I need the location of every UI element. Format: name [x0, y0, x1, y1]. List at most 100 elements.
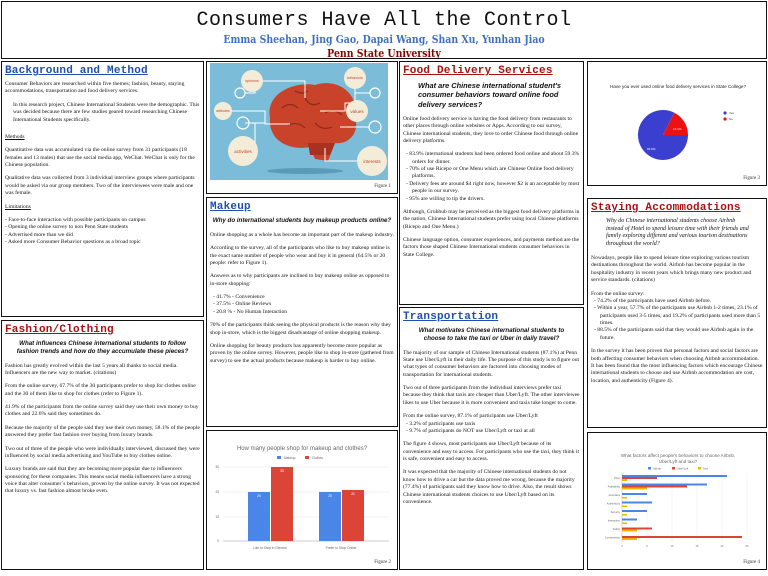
limitations-label: Limitations	[5, 203, 31, 210]
university-name: Penn State University	[327, 47, 441, 59]
makeup-clothes-bar-chart: How many people shop for makeup and clot…	[215, 446, 389, 550]
paragraph: From the online survey, 67.7% of the 30 …	[5, 383, 196, 397]
paragraph: The figure 4 shows, most participants us…	[403, 441, 579, 462]
legend-label: Uber/Lyft	[677, 467, 688, 471]
list-item: Within a year, 57.7% of the participants…	[591, 305, 763, 327]
food-delivery-pie-chart: Have you ever used online food delivery …	[610, 84, 747, 160]
paragraph: Answers as to why participants are incli…	[210, 273, 390, 287]
legend-label: Airbnb	[653, 467, 662, 471]
background-method-section: Background and Method Consumer Behaviors…	[1, 61, 204, 317]
fashion-section: Fashion/Clothing What influences Chinese…	[1, 320, 204, 570]
figure-2-box: How many people shop for makeup and clot…	[206, 430, 398, 570]
bubble-label: interests	[363, 159, 381, 164]
bubble-label: opinions	[245, 79, 259, 83]
list-item: 20.8 % - No Human Interaction	[210, 309, 394, 316]
svg-text:Availability: Availability	[608, 485, 621, 489]
list-item: - Advertised more than we did	[5, 231, 73, 238]
food-stats-list: 83.9% international students had been or…	[403, 151, 580, 203]
accommodations-section: Staying Accommodations Why do Chinese in…	[587, 198, 767, 428]
limitations-list: - Face-to-face interaction with possible…	[5, 217, 200, 247]
methods-qual-text: Qualitative data was collected from 3 in…	[5, 175, 195, 197]
bubble-label: behaviors	[347, 76, 363, 80]
svg-text:10: 10	[215, 515, 219, 519]
svg-text:20: 20	[721, 544, 724, 548]
makeup-section: Makeup Why do international students buy…	[206, 197, 398, 427]
svg-text:20: 20	[215, 490, 219, 494]
list-item: - Face-to-face interaction with possible…	[5, 216, 146, 223]
svg-text:Security: Security	[611, 510, 621, 514]
paragraph: Online food delivery service is having t…	[403, 115, 579, 144]
paragraph: Two out of three of the people who were …	[5, 445, 200, 459]
svg-text:30: 30	[215, 465, 219, 469]
x-tick-label: Prefer to Shop Online	[326, 546, 357, 550]
figure-caption: Figure 1	[374, 184, 391, 189]
paragraph: Online shopping as a whole has become an…	[210, 231, 394, 238]
list-item: 3.2% of participants use taxis	[403, 421, 580, 428]
demographic-text: In this research project, Chinese Intern…	[13, 101, 200, 123]
slice-label: 83.9%	[647, 147, 656, 151]
poster-title: Consumers Have All the Control	[196, 9, 572, 32]
methods-quant-text: Quantitative data was accumulated via th…	[5, 147, 195, 168]
intro-text: Consumer Behaviors are researched within…	[5, 81, 185, 95]
paragraph: According to the survey, all of the part…	[210, 245, 390, 266]
svg-text:10: 10	[671, 544, 674, 548]
list-item: - Opening the online survey to non Penn …	[5, 224, 128, 231]
figure-caption: Figure 3	[743, 176, 760, 181]
paragraph: Nowadays, people like to spend leisure t…	[591, 255, 752, 284]
bubble-label: activities	[234, 149, 252, 154]
svg-text:Safety: Safety	[613, 527, 621, 531]
paragraph: The majority of our sample of Chinese In…	[403, 349, 580, 378]
svg-text:5: 5	[646, 544, 648, 548]
svg-text:30: 30	[280, 469, 284, 473]
airbnb-stats-list: 74.2% of the participants have used Airb…	[591, 298, 763, 342]
figure-3-box: Have you ever used online food delivery …	[587, 61, 767, 186]
bubble-label: values	[350, 109, 364, 114]
paragraph: Two out of three participants from the i…	[403, 385, 580, 406]
poster-header: Consumers Have All the Control Emma Shee…	[1, 1, 767, 59]
section-title: Food Delivery Services	[403, 65, 553, 77]
paragraph: Fashion has greatly evolved within the l…	[5, 362, 178, 376]
svg-text:15: 15	[696, 544, 699, 548]
list-item: 37.5% - Online Reviews	[210, 301, 394, 308]
slice-label: 16.1%	[673, 127, 682, 131]
section-title: Makeup	[210, 201, 251, 213]
section-title: Staying Accommodations	[591, 202, 741, 214]
list-item: 9.7% of participants do NOT use Uber/Lyf…	[403, 428, 580, 435]
svg-text:Price: Price	[614, 476, 620, 480]
chart-title: What factors affect people's behaviors t…	[621, 453, 735, 458]
paragraph: 70% of the participants think seeing the…	[210, 322, 391, 336]
methods-label: Methods	[5, 133, 25, 140]
paragraph: Chinese language option, consumer experi…	[403, 237, 579, 258]
paragraph: 41.9% of the participants from the onlin…	[5, 404, 199, 418]
paragraph: It was expected that the majority of Chi…	[403, 469, 575, 505]
list-item: 95% are willing to tip the drivers.	[403, 196, 580, 203]
svg-text:21: 21	[351, 492, 355, 496]
list-item: 74.2% of the participants have used Airb…	[591, 298, 763, 305]
author-list: Emma Sheehan, Jing Gao, Dapai Wang, Shan…	[223, 33, 545, 46]
section-title: Fashion/Clothing	[5, 324, 114, 336]
research-question: What influences Chinese international st…	[16, 340, 189, 355]
list-item: 70% of use Ricepo or One Menu which are …	[403, 166, 580, 181]
paragraph: Online shopping for beauty products has …	[210, 342, 394, 364]
svg-text:20: 20	[328, 494, 332, 498]
transport-stats-list: 3.2% of participants use taxis 9.7% of p…	[403, 421, 580, 436]
research-question: What are Chinese international student's…	[418, 81, 562, 109]
factors-horizontal-bar-chart: What factors affect people's behaviors t…	[605, 453, 749, 548]
research-question: What motivates Chinese international stu…	[418, 327, 565, 342]
legend-label: Clothes	[312, 456, 323, 460]
x-tick-label: Like to Shop in General	[253, 546, 287, 550]
paragraph: Although, Grubhub may be perceived as th…	[403, 208, 580, 230]
figure-4-box: What factors affect people's behaviors t…	[587, 432, 767, 570]
food-delivery-section: Food Delivery Services What are Chinese …	[399, 61, 584, 305]
section-title: Background and Method	[5, 65, 148, 77]
paragraph: Because the majority of the people said …	[5, 424, 200, 439]
chart-title: How many people shop for makeup and clot…	[237, 446, 368, 452]
paragraph: From the online survey, 87.1% of partici…	[403, 413, 538, 420]
svg-text:Uber/Lyft and taxi?: Uber/Lyft and taxi?	[659, 459, 698, 464]
svg-text:Interaction: Interaction	[608, 519, 621, 523]
list-item: Delivery fees are around $4 right now, h…	[403, 181, 580, 196]
chart-title: Have you ever used online food delivery …	[610, 84, 747, 89]
svg-text:Authenticity: Authenticity	[607, 502, 621, 506]
svg-text:Convenience: Convenience	[605, 536, 621, 540]
list-item: 83.9% international students had been or…	[403, 151, 580, 166]
